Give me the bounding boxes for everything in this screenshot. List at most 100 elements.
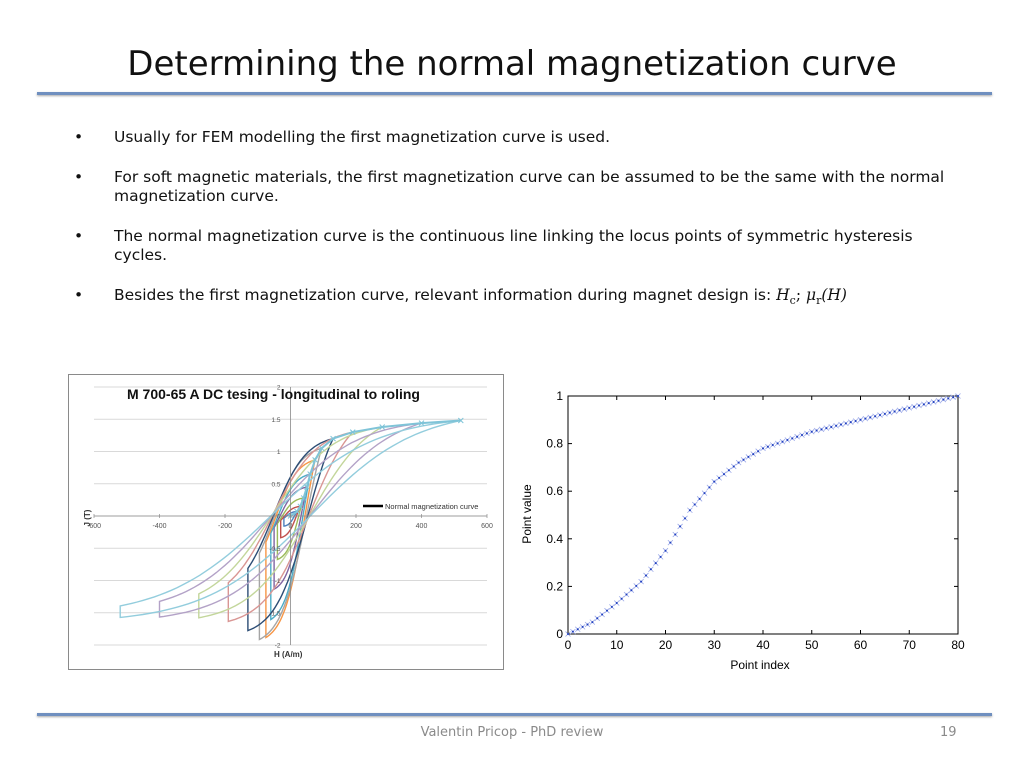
bullet-marker: • <box>74 286 84 304</box>
data-point-dot <box>601 613 604 616</box>
hysteresis-legend: Normal magnetization curve <box>363 502 478 511</box>
bullet-marker: • <box>74 227 84 245</box>
bullet-item: • Usually for FEM modelling the first mag… <box>70 128 950 147</box>
data-point-dot <box>747 455 750 458</box>
data-point-dot <box>635 584 638 587</box>
data-point-dot <box>708 486 711 489</box>
data-point-dot <box>640 580 643 583</box>
normal-curve-marker <box>307 471 314 477</box>
data-point-dot <box>664 549 667 552</box>
data-point-dot <box>713 480 716 483</box>
data-point-dot <box>781 440 784 443</box>
data-point-dot <box>903 408 906 411</box>
normal-curve-marker <box>330 435 336 442</box>
data-point-dot <box>776 442 779 445</box>
plot-area <box>567 395 959 635</box>
data-point-dot <box>645 574 647 577</box>
x-tick-label: 0 <box>565 638 572 652</box>
x-tick-label: 80 <box>951 638 965 652</box>
data-point-dot <box>874 415 877 418</box>
footer-text: Valentin Pricop - PhD review <box>420 725 604 740</box>
data-point-dot <box>898 409 901 412</box>
hysteresis-y-axis-label: J (T) <box>83 509 92 526</box>
bullet-item: • For soft magnetic materials, the first … <box>70 168 950 206</box>
x-tick-label: 200 <box>350 523 362 530</box>
x-tick-label: -600 <box>87 523 101 530</box>
x-tick-label: 50 <box>805 638 819 652</box>
y-tick-label: 2 <box>277 385 281 392</box>
data-point-dot <box>669 541 672 544</box>
point-value-x-axis-label: Point index <box>730 658 789 672</box>
bullet-text: Usually for FEM modelling the first magn… <box>114 128 611 146</box>
data-point-dot <box>879 414 881 417</box>
normal-curve-marker <box>418 420 425 426</box>
data-point-dot <box>825 427 828 430</box>
data-point-dot <box>591 621 594 624</box>
data-point-dot <box>922 403 925 406</box>
data-point-dot <box>606 609 608 612</box>
data-point-dot <box>684 517 686 520</box>
bullet-text: Besides the first magnetization curve, r… <box>114 286 772 304</box>
data-point-dot <box>752 453 755 456</box>
data-point-dot <box>810 430 813 433</box>
data-point-dot <box>786 439 789 442</box>
y-tick-label: 0.4 <box>546 532 563 546</box>
bullet-marker: • <box>74 168 84 186</box>
bullet-item: • Besides the first magnetization curve, … <box>70 286 950 310</box>
bullet-marker: • <box>74 128 84 146</box>
x-tick-label: 20 <box>659 638 673 652</box>
data-point-dot <box>698 497 701 500</box>
normal-curve-marker <box>297 503 304 510</box>
y-tick-label: 0.2 <box>546 579 563 593</box>
data-point-dot <box>679 525 682 528</box>
data-point-dot <box>888 411 891 414</box>
data-point-dot <box>957 395 959 397</box>
data-point-dot <box>908 406 911 409</box>
point-value-chart: 0 10 20 30 40 50 60 70 80 0 0.2 0.4 0.6 0.8 1 Point in… <box>520 389 965 672</box>
data-point-dot <box>849 421 852 424</box>
data-point-dot <box>918 404 920 407</box>
y-tick-label: 0.5 <box>271 481 280 488</box>
data-point-dot <box>630 589 633 592</box>
x-tick-label: 30 <box>708 638 722 652</box>
data-point-dot <box>659 555 662 558</box>
data-point-dot <box>840 423 842 426</box>
y-tick-label: -1 <box>275 578 281 585</box>
y-tick-label: 0 <box>556 627 563 641</box>
data-point-dot <box>796 435 799 438</box>
bullet-text: For soft magnetic materials, the first m… <box>114 168 945 205</box>
data-point-dot <box>586 623 589 626</box>
data-point-dot <box>742 458 745 461</box>
data-point-dot <box>801 434 803 437</box>
data-point-dot <box>596 617 599 620</box>
y-tick-label: -0.5 <box>269 546 281 553</box>
data-point-dot <box>815 429 818 432</box>
data-point-dot <box>927 402 930 405</box>
data-point-dot <box>869 416 872 419</box>
data-point-dot <box>610 605 613 608</box>
data-point-dot <box>693 503 696 506</box>
x-tick-label: 60 <box>854 638 868 652</box>
data-point-dot <box>649 568 652 571</box>
bullet-item: • The normal magnetization curve is the c… <box>70 227 950 265</box>
data-point-dot <box>615 602 618 605</box>
y-tick-label: 0.6 <box>546 484 563 498</box>
data-point-dot <box>864 417 867 420</box>
data-point-dot <box>859 418 862 421</box>
y-tick-label: 0 <box>277 514 281 521</box>
data-point-dot <box>727 469 730 472</box>
y-tick-label: 1.5 <box>271 417 280 424</box>
x-tick-label: 10 <box>610 638 624 652</box>
page-number: 19 <box>940 725 957 740</box>
data-point-dot <box>581 625 584 628</box>
x-tick-label: 40 <box>756 638 770 652</box>
bullet-text: The normal magnetization curve is the co… <box>114 227 913 264</box>
data-point-dot <box>571 630 574 633</box>
normal-curve-marker <box>312 457 318 463</box>
data-point-dot <box>805 432 808 435</box>
data-point-dot <box>762 447 764 450</box>
y-tick-label: -2 <box>275 643 281 650</box>
data-point-dot <box>718 476 721 479</box>
normal-curve-marker <box>318 445 325 452</box>
normal-curve-marker <box>300 495 307 501</box>
